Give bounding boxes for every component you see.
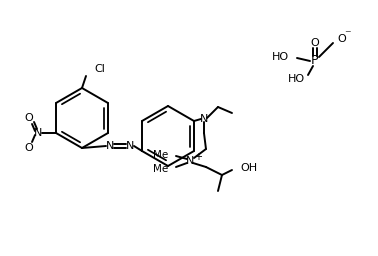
Text: N: N: [106, 141, 114, 151]
Text: O: O: [311, 38, 319, 48]
Text: HO: HO: [288, 74, 305, 84]
Text: ⁻: ⁻: [344, 28, 350, 41]
Text: O: O: [337, 34, 346, 44]
Text: +: +: [194, 152, 202, 162]
Text: P: P: [311, 55, 319, 68]
Text: Me: Me: [153, 150, 168, 160]
Text: N: N: [200, 114, 208, 124]
Text: N: N: [126, 141, 134, 151]
Text: O: O: [25, 113, 33, 123]
Text: O: O: [25, 143, 33, 153]
Text: N: N: [34, 128, 42, 138]
Text: OH: OH: [240, 163, 257, 173]
Text: N: N: [186, 156, 194, 166]
Text: Cl: Cl: [94, 64, 105, 74]
Text: HO: HO: [272, 52, 289, 62]
Text: Me: Me: [153, 164, 168, 174]
